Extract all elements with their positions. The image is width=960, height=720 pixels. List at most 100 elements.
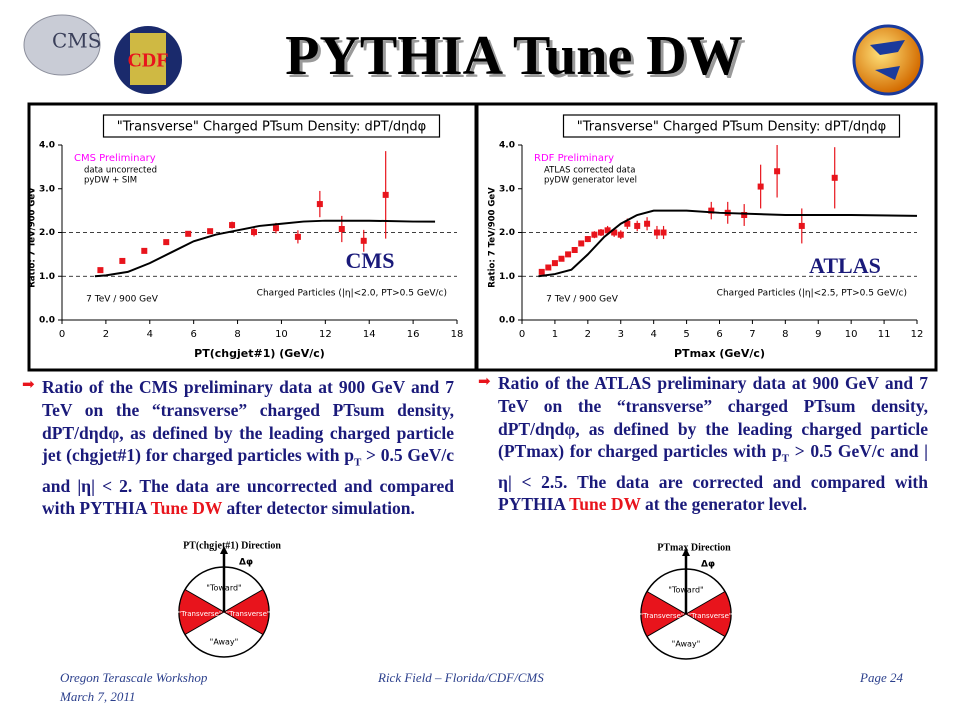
data-point: [708, 207, 715, 214]
x-axis-label: PT(chgjet#1) (GeV/c): [194, 347, 325, 360]
data-point: [634, 222, 641, 229]
y-tick-label: 2.0: [39, 228, 55, 238]
bullet-text: > 0.5 GeV/c and |η| < 2. The data are un…: [42, 445, 454, 519]
cdf-logo-text: CDF: [127, 50, 168, 72]
angle-label: Δφ: [701, 560, 715, 570]
bullet-text: Ratio of the CMS preliminary data at 900…: [42, 377, 454, 466]
data-point: [565, 251, 572, 258]
x-axis-label: PTmax (GeV/c): [674, 347, 765, 360]
chart-title-box: [102, 114, 441, 138]
legend-entry: ATLAS corrected data: [544, 166, 635, 176]
bullet-text: T: [781, 452, 790, 465]
x-tick-label: 3: [618, 329, 624, 340]
data-point: [604, 227, 611, 234]
y-tick-label: 1.0: [39, 272, 55, 282]
transverse-label: "Transverse": [178, 610, 222, 618]
title: PYTHIA Tune DW: [285, 25, 743, 87]
florida-logo-shape: [870, 40, 905, 80]
x-tick-label: 10: [275, 329, 288, 340]
bullet-arrow: ➡: [22, 375, 35, 393]
y-tick-label: 3.0: [39, 184, 55, 194]
x-tick-label: 4: [147, 329, 153, 340]
data-point: [272, 225, 279, 232]
data-point: [558, 255, 565, 262]
transverse-label: "Transverse": [688, 612, 732, 620]
footer-center: Rick Field – Florida/CDF/CMS: [378, 670, 544, 685]
data-point: [611, 229, 618, 236]
x-tick-label: 16: [407, 329, 420, 340]
x-tick-label: 2: [585, 329, 591, 340]
data-point: [774, 168, 781, 175]
x-tick-label: 8: [234, 329, 240, 340]
away-label: "Away": [210, 638, 239, 647]
away-label: "Away": [672, 640, 701, 649]
cms-logo: [23, 14, 101, 76]
x-tick-label: 8: [782, 329, 788, 340]
y-tick-label: 0.0: [39, 316, 55, 326]
chart-title: "Transverse" Charged PTsum Density: dPT/…: [117, 120, 426, 135]
transverse-label: "Transverse": [640, 612, 684, 620]
diagram-title: PTmax Direction: [657, 542, 731, 553]
data-point: [360, 237, 367, 244]
data-point: [798, 222, 805, 229]
chart-title: "Transverse" Charged PTsum Density: dPT/…: [577, 120, 886, 135]
data-point: [538, 268, 545, 275]
chart-frame: [27, 102, 478, 372]
jet-arrowhead: [682, 548, 690, 556]
data-point: [229, 222, 236, 229]
bullet-text: Tune DW: [569, 494, 641, 515]
jet-arrowhead: [220, 546, 228, 554]
data-point: [185, 230, 192, 237]
cdf-logo-bar: [130, 33, 166, 85]
data-point: [584, 236, 591, 243]
chart-title-box: [562, 114, 901, 138]
data-point: [598, 229, 604, 236]
bullet-arrow: ➡: [478, 372, 491, 390]
data-point: [644, 220, 651, 227]
curve: [538, 209, 918, 278]
bullet-text: > 0.5 GeV/c and |η| < 2.5. The data are …: [498, 441, 928, 515]
diagram-title: PT(chgjet#1) Direction: [183, 540, 281, 551]
data-point: [578, 240, 585, 247]
y-tick-label: 3.0: [499, 184, 515, 194]
data-point: [591, 231, 598, 238]
bullet-text: Tune DW: [150, 498, 223, 519]
transverse-region: [178, 588, 225, 636]
data-point: [316, 201, 323, 208]
legend-title: CMS Preliminary: [74, 153, 156, 164]
x-tick-label: 2: [103, 329, 109, 340]
footer-right: Page 24: [860, 670, 903, 685]
legend-entry: pyDW generator level: [544, 176, 637, 186]
data-point: [97, 267, 104, 274]
x-tick-label: 0: [59, 329, 65, 340]
data-point: [251, 229, 258, 236]
bullet-text: after detector simulation.: [222, 498, 415, 519]
data-point: [551, 260, 558, 267]
legend-entry: data uncorrected: [84, 166, 157, 176]
x-tick-label: 6: [716, 329, 722, 340]
annotation: 7 TeV / 900 GeV: [546, 295, 619, 305]
annotation: 7 TeV / 900 GeV: [86, 295, 159, 305]
florida-logo: [852, 24, 924, 96]
y-tick-label: 1.0: [499, 272, 515, 282]
chart-label: ATLAS: [809, 253, 881, 278]
x-tick-label: 6: [190, 329, 196, 340]
x-tick-label: 9: [815, 329, 821, 340]
chart-frame: [475, 102, 938, 372]
data-point: [545, 264, 552, 271]
annotation: Charged Particles (|η|<2.5, PT>0.5 GeV/c…: [717, 289, 907, 299]
transverse-label: "Transverse": [226, 610, 270, 618]
data-point: [741, 212, 748, 218]
cms-logo-text: CMS: [52, 29, 101, 53]
chart-label: CMS: [346, 248, 395, 273]
data-point: [624, 220, 631, 227]
x-tick-label: 5: [683, 329, 689, 340]
transverse-region: [640, 590, 687, 638]
x-tick-label: 14: [363, 329, 376, 340]
bullet: Ratio of the CMS preliminary data at 900…: [42, 376, 454, 520]
title-shadow: PYTHIA Tune DW: [288, 28, 746, 90]
y-tick-label: 0.0: [499, 316, 515, 326]
transverse-region: [685, 590, 732, 638]
data-point: [571, 247, 578, 253]
